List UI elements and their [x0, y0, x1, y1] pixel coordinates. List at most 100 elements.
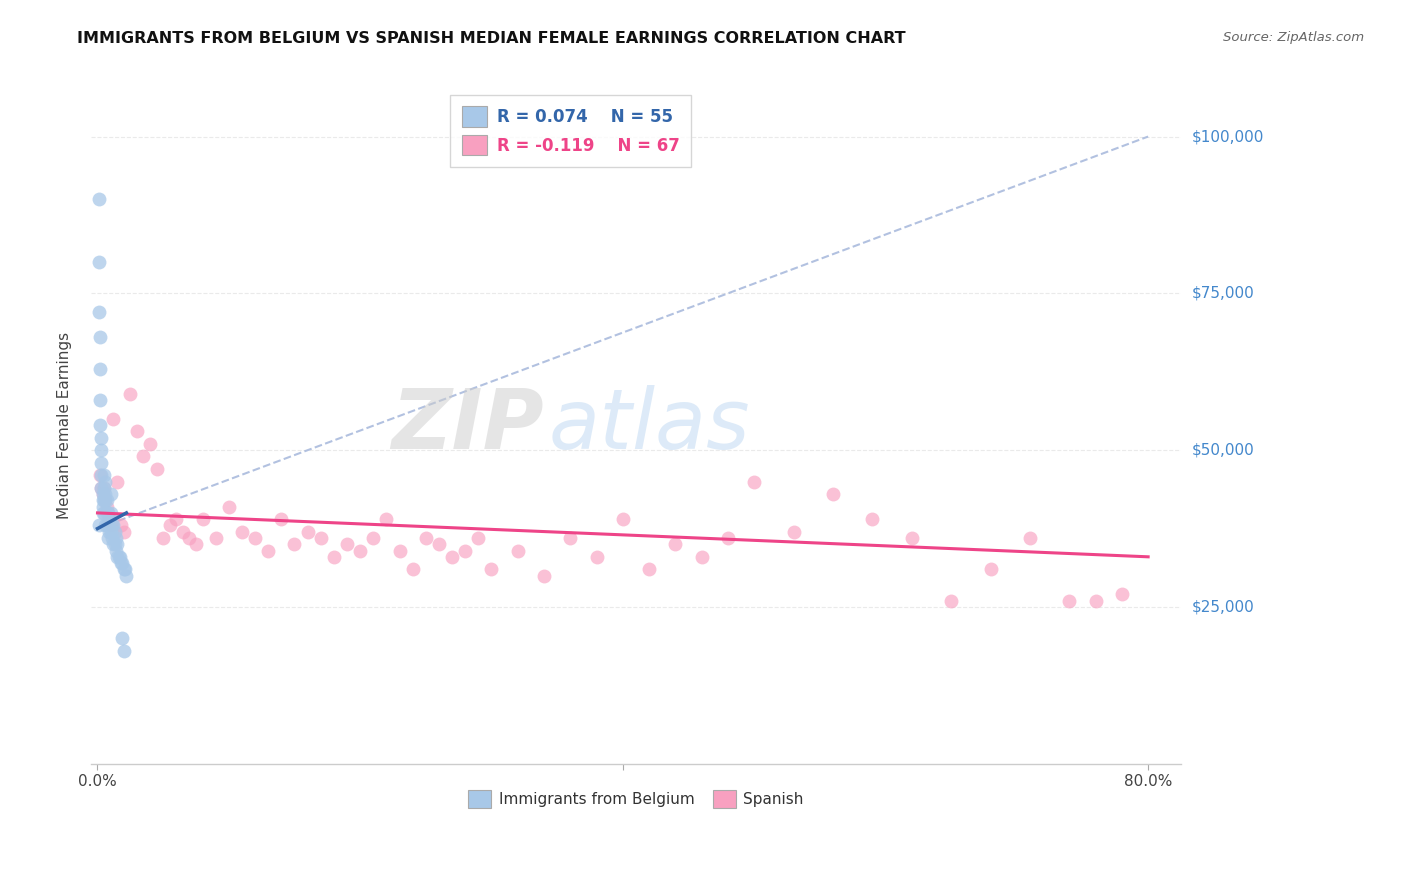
- Point: [93, 481, 115, 495]
- Point: [103, 524, 125, 539]
- Point: [664, 537, 686, 551]
- Point: [91, 487, 114, 501]
- Point: [96, 518, 118, 533]
- Point: [94, 493, 117, 508]
- Point: [97, 531, 120, 545]
- Point: [283, 537, 305, 551]
- Point: [103, 537, 125, 551]
- Text: $50,000: $50,000: [1192, 442, 1254, 458]
- Point: [533, 568, 555, 582]
- Point: [89, 392, 111, 407]
- Point: [94, 493, 117, 508]
- Point: [89, 330, 111, 344]
- Y-axis label: Median Female Earnings: Median Female Earnings: [58, 332, 72, 518]
- Point: [89, 468, 111, 483]
- Point: [91, 487, 114, 501]
- Point: [91, 500, 114, 514]
- Point: [441, 549, 464, 564]
- Point: [218, 500, 240, 514]
- Point: [94, 518, 117, 533]
- Point: [690, 549, 713, 564]
- Point: [821, 487, 844, 501]
- Point: [638, 562, 661, 576]
- Point: [112, 562, 135, 576]
- Point: [125, 425, 148, 439]
- Point: [560, 531, 582, 545]
- Point: [243, 531, 266, 545]
- Point: [90, 481, 112, 495]
- Point: [90, 431, 112, 445]
- Point: [860, 512, 883, 526]
- Point: [110, 518, 132, 533]
- Point: [179, 531, 201, 545]
- Point: [145, 462, 167, 476]
- Point: [115, 568, 138, 582]
- Point: [96, 506, 118, 520]
- Point: [105, 475, 128, 489]
- Point: [87, 255, 110, 269]
- Point: [506, 543, 529, 558]
- Point: [96, 500, 118, 514]
- Point: [939, 593, 962, 607]
- Point: [184, 537, 207, 551]
- Point: [172, 524, 194, 539]
- Point: [612, 512, 634, 526]
- Point: [415, 531, 437, 545]
- Point: [159, 518, 181, 533]
- Point: [93, 493, 115, 508]
- Point: [467, 531, 489, 545]
- Point: [717, 531, 740, 545]
- Text: $100,000: $100,000: [1192, 129, 1264, 144]
- Point: [98, 512, 121, 526]
- Point: [112, 524, 135, 539]
- Point: [1084, 593, 1107, 607]
- Point: [204, 531, 226, 545]
- Point: [105, 537, 128, 551]
- Point: [87, 305, 110, 319]
- Point: [388, 543, 411, 558]
- Point: [322, 549, 344, 564]
- Point: [90, 468, 112, 483]
- Point: [91, 493, 114, 508]
- Point: [297, 524, 319, 539]
- Point: [90, 481, 112, 495]
- Point: [110, 556, 132, 570]
- Point: [309, 531, 332, 545]
- Point: [90, 443, 112, 458]
- Point: [103, 537, 125, 551]
- Point: [454, 543, 477, 558]
- Point: [100, 518, 122, 533]
- Point: [108, 549, 131, 564]
- Text: Source: ZipAtlas.com: Source: ZipAtlas.com: [1223, 31, 1364, 45]
- Point: [120, 386, 142, 401]
- Point: [1111, 587, 1133, 601]
- Point: [97, 506, 120, 520]
- Point: [132, 450, 155, 464]
- Point: [191, 512, 214, 526]
- Point: [375, 512, 398, 526]
- Point: [361, 531, 384, 545]
- Point: [104, 543, 127, 558]
- Point: [107, 549, 129, 564]
- Point: [100, 487, 122, 501]
- Point: [427, 537, 450, 551]
- Point: [349, 543, 371, 558]
- Point: [782, 524, 804, 539]
- Point: [105, 549, 128, 564]
- Point: [93, 481, 115, 495]
- Point: [402, 562, 425, 576]
- Text: IMMIGRANTS FROM BELGIUM VS SPANISH MEDIAN FEMALE EARNINGS CORRELATION CHART: IMMIGRANTS FROM BELGIUM VS SPANISH MEDIA…: [77, 31, 905, 46]
- Point: [980, 562, 1002, 576]
- Point: [900, 531, 922, 545]
- Point: [103, 518, 125, 533]
- Text: ZIP: ZIP: [391, 384, 543, 466]
- Point: [152, 531, 174, 545]
- Point: [111, 556, 134, 570]
- Text: $25,000: $25,000: [1192, 599, 1254, 615]
- Point: [165, 512, 187, 526]
- Point: [742, 475, 765, 489]
- Point: [87, 192, 110, 206]
- Point: [270, 512, 292, 526]
- Point: [91, 506, 114, 520]
- Text: $75,000: $75,000: [1192, 285, 1254, 301]
